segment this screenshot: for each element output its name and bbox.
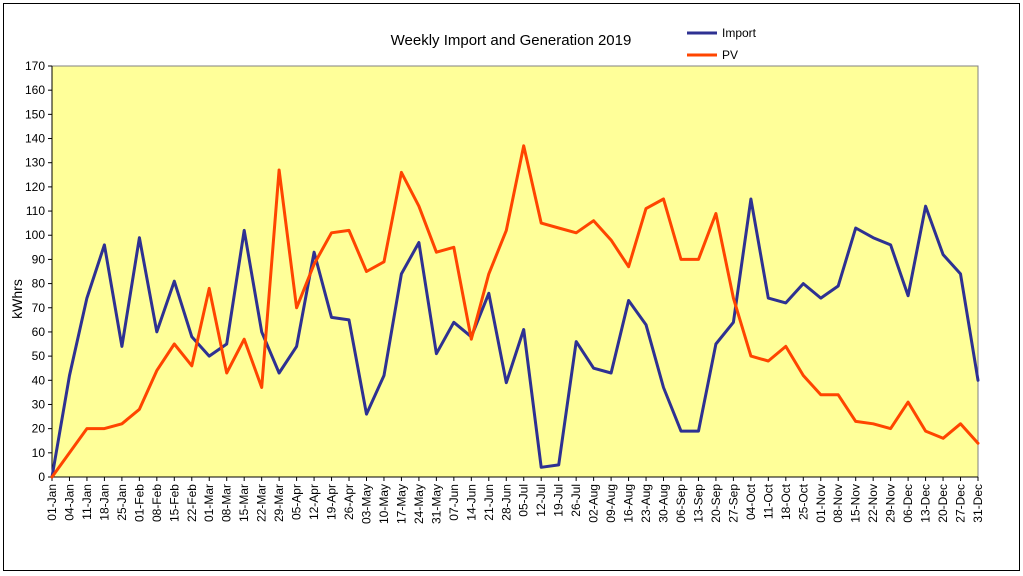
x-tick-label: 16-Aug bbox=[622, 484, 636, 523]
y-tick-label: 160 bbox=[25, 83, 45, 97]
y-tick-label: 60 bbox=[32, 325, 46, 339]
x-tick-label: 18-Oct bbox=[779, 483, 793, 520]
plot-area bbox=[51, 65, 979, 478]
x-tick-label: 17-May bbox=[394, 484, 408, 524]
y-tick-label: 100 bbox=[25, 228, 45, 242]
y-tick-label: 40 bbox=[32, 373, 46, 387]
y-tick-label: 150 bbox=[25, 107, 45, 121]
x-tick-label: 01-Mar bbox=[202, 484, 216, 522]
y-tick-label: 50 bbox=[32, 349, 46, 363]
x-tick-label: 28-Jun bbox=[499, 484, 513, 521]
legend-label: PV bbox=[722, 48, 738, 62]
x-tick-label: 10-May bbox=[377, 484, 391, 524]
x-tick-label: 18-Jan bbox=[97, 484, 111, 521]
x-tick-label: 04-Oct bbox=[744, 483, 758, 520]
x-tick-label: 12-Apr bbox=[307, 484, 321, 520]
x-tick-label: 13-Sep bbox=[691, 484, 705, 523]
line-chart: Weekly Import and Generation 2019 kWhrs … bbox=[9, 26, 985, 524]
x-tick-label: 13-Dec bbox=[919, 484, 933, 523]
x-tick-label: 06-Dec bbox=[901, 484, 915, 523]
x-tick-label: 20-Dec bbox=[936, 484, 950, 523]
x-tick-label: 09-Aug bbox=[604, 484, 618, 523]
y-tick-label: 120 bbox=[25, 180, 45, 194]
y-tick-label: 10 bbox=[32, 446, 46, 460]
x-tick-label: 22-Mar bbox=[255, 484, 269, 522]
x-tick-label: 11-Jan bbox=[80, 484, 94, 520]
y-tick-label: 80 bbox=[32, 277, 46, 291]
x-tick-label: 02-Aug bbox=[587, 484, 601, 523]
chart-frame: Weekly Import and Generation 2019 kWhrs … bbox=[3, 3, 1020, 571]
x-tick-label: 08-Feb bbox=[150, 484, 164, 522]
y-tick-label: 130 bbox=[25, 156, 45, 170]
x-tick-label: 27-Sep bbox=[726, 484, 740, 523]
y-tick-label: 170 bbox=[25, 59, 45, 73]
x-tick-label: 25-Oct bbox=[796, 483, 810, 520]
y-tick-label: 140 bbox=[25, 132, 45, 146]
x-tick-label: 30-Aug bbox=[657, 484, 671, 523]
x-tick-label: 24-May bbox=[412, 484, 426, 524]
x-tick-label: 06-Sep bbox=[674, 484, 688, 523]
x-tick-label: 01-Feb bbox=[132, 484, 146, 522]
y-axis: 0 10 20 30 40 50 60 70 80 90 100 110 120 130 140 150 160… bbox=[25, 59, 53, 484]
series-line-pv bbox=[50, 144, 980, 479]
x-tick-label: 31-May bbox=[429, 484, 443, 524]
x-tick-label: 31-Dec bbox=[971, 484, 985, 523]
y-tick-label: 70 bbox=[32, 301, 46, 315]
y-tick-label: 30 bbox=[32, 397, 46, 411]
series-line-import bbox=[50, 197, 980, 479]
x-tick-label: 01-Nov bbox=[814, 484, 828, 523]
x-tick-label: 26-Apr bbox=[342, 484, 356, 520]
x-tick-label: 15-Feb bbox=[167, 484, 181, 522]
x-axis: 01-Jan 04-Jan 11-Jan 18-Jan 25-Jan 01-Feb 08-F… bbox=[45, 476, 985, 524]
x-tick-label: 26-Jul bbox=[569, 484, 583, 517]
x-tick-label: 29-Nov bbox=[884, 484, 898, 523]
x-tick-label: 21-Jun bbox=[482, 484, 496, 521]
x-tick-label: 22-Feb bbox=[185, 484, 199, 522]
y-tick-label: 110 bbox=[26, 204, 45, 218]
y-axis-label: kWhrs bbox=[9, 279, 25, 319]
legend-label: Import bbox=[722, 26, 757, 40]
x-tick-label: 08-Mar bbox=[220, 484, 234, 522]
legend: Import PV bbox=[687, 26, 757, 62]
series-layer bbox=[50, 144, 980, 479]
x-tick-label: 20-Sep bbox=[709, 484, 723, 523]
x-tick-label: 19-Jul bbox=[552, 484, 566, 517]
y-tick-label: 0 bbox=[38, 470, 45, 484]
y-tick-label: 90 bbox=[32, 252, 46, 266]
x-tick-label: 08-Nov bbox=[831, 484, 845, 523]
x-tick-label: 14-Jun bbox=[464, 484, 478, 521]
x-tick-label: 12-Jul bbox=[534, 484, 548, 517]
chart-title: Weekly Import and Generation 2019 bbox=[391, 32, 632, 49]
y-tick-label: 20 bbox=[32, 422, 46, 436]
x-tick-label: 23-Aug bbox=[639, 484, 653, 523]
x-tick-label: 11-Oct bbox=[761, 483, 775, 519]
x-tick-label: 25-Jan bbox=[115, 484, 129, 521]
x-tick-label: 29-Mar bbox=[272, 484, 286, 522]
x-tick-label: 03-May bbox=[359, 484, 373, 524]
x-tick-label: 07-Jun bbox=[447, 484, 461, 521]
x-tick-label: 22-Nov bbox=[866, 484, 880, 523]
x-tick-label: 04-Jan bbox=[62, 484, 76, 521]
x-tick-label: 19-Apr bbox=[325, 484, 339, 520]
x-tick-label: 05-Jul bbox=[517, 484, 531, 517]
x-tick-label: 05-Apr bbox=[290, 484, 304, 520]
x-tick-label: 15-Mar bbox=[237, 484, 251, 522]
x-tick-label: 27-Dec bbox=[954, 484, 968, 523]
x-tick-label: 15-Nov bbox=[849, 484, 863, 523]
x-tick-label: 01-Jan bbox=[45, 484, 59, 521]
